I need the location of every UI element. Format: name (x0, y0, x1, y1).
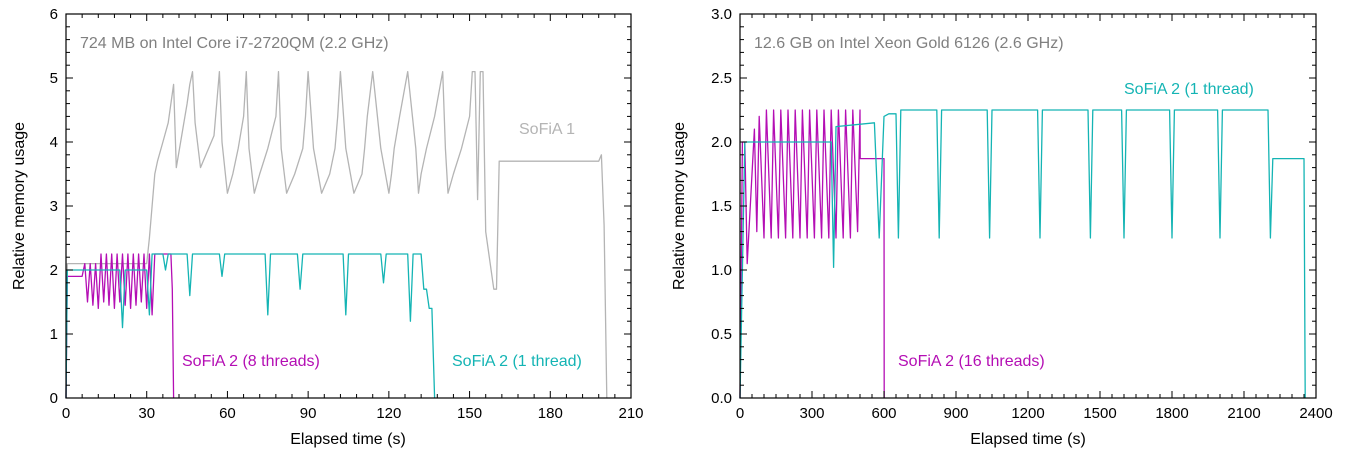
left-x-tick-label: 0 (62, 405, 70, 422)
left-series-sofia-1 (65, 70, 608, 399)
right-y-tick-label: 3.0 (711, 6, 732, 23)
right-y-tick-label: 2.5 (711, 70, 732, 87)
left-x-tick-label: 120 (376, 405, 401, 422)
right-x-tick-label: 900 (943, 405, 968, 422)
left-series-sofia-2-1-thread (65, 253, 436, 399)
left-series-layer (65, 70, 608, 399)
left-x-tick-label: 150 (457, 405, 482, 422)
left-y-axis-label: Relative memory usage (11, 122, 28, 290)
right-series-sofia-2-1-thread (739, 109, 1306, 399)
right-tick-layer: 0 300 600 900 1200 1500 1800 2100 2400 0.0 0.5 1.0 1… (711, 6, 1333, 422)
right-series-sofia-2-16-threads (739, 109, 885, 399)
left-chart-panel: 0 30 60 90 120 150 180 210 0 1 2 3 4 5 6 724 MB on Int… (11, 6, 644, 448)
left-chart-title: 724 MB on Intel Core i7-2720QM (2.2 GHz) (80, 35, 389, 52)
right-y-tick-label: 2.0 (711, 134, 732, 151)
left-label-sofia1: SoFiA 1 (519, 121, 575, 138)
right-label-sofia2-1thread: SoFiA 2 (1 thread) (1124, 81, 1254, 98)
right-y-tick-label: 1.5 (711, 198, 732, 215)
right-x-tick-label: 1500 (1083, 405, 1116, 422)
right-label-sofia2-16threads: SoFiA 2 (16 threads) (898, 353, 1045, 370)
right-x-tick-label: 600 (871, 405, 896, 422)
left-plot-frame (65, 13, 632, 399)
left-x-tick-label: 60 (219, 405, 236, 422)
right-x-tick-label: 2100 (1227, 405, 1260, 422)
left-y-tick-label: 5 (50, 70, 58, 87)
right-series-layer (739, 109, 1306, 399)
right-x-tick-label: 0 (736, 405, 744, 422)
left-x-tick-label: 180 (538, 405, 563, 422)
right-x-axis-label: Elapsed time (s) (970, 431, 1086, 448)
left-tick-layer: 0 30 60 90 120 150 180 210 0 1 2 3 4 5 6 (50, 6, 644, 422)
right-plot-frame (739, 13, 1317, 399)
left-y-tick-label: 1 (50, 326, 58, 343)
left-y-tick-label: 3 (50, 198, 58, 215)
left-y-tick-label: 2 (50, 262, 58, 279)
right-chart-panel: 0 300 600 900 1200 1500 1800 2100 2400 0.0 0.5 1.0 1… (671, 6, 1333, 448)
right-y-tick-label: 0.5 (711, 326, 732, 343)
left-x-tick-label: 210 (618, 405, 643, 422)
right-x-tick-label: 2400 (1299, 405, 1332, 422)
right-x-tick-label: 1800 (1155, 405, 1188, 422)
left-y-tick-label: 4 (50, 134, 58, 151)
right-y-axis-label: Relative memory usage (671, 122, 688, 290)
left-x-tick-label: 90 (300, 405, 317, 422)
right-y-tick-label: 1.0 (711, 262, 732, 279)
right-y-tick-label: 0.0 (711, 390, 732, 407)
right-x-tick-label: 300 (799, 405, 824, 422)
left-x-axis-label: Elapsed time (s) (290, 431, 406, 448)
left-label-sofia2-1thread: SoFiA 2 (1 thread) (452, 353, 582, 370)
right-x-tick-label: 1200 (1011, 405, 1044, 422)
left-label-sofia2-8threads: SoFiA 2 (8 threads) (182, 353, 320, 370)
left-y-tick-label: 6 (50, 6, 58, 23)
left-y-tick-label: 0 (50, 390, 58, 407)
right-chart-title: 12.6 GB on Intel Xeon Gold 6126 (2.6 GHz… (754, 35, 1064, 52)
left-x-tick-label: 30 (138, 405, 155, 422)
